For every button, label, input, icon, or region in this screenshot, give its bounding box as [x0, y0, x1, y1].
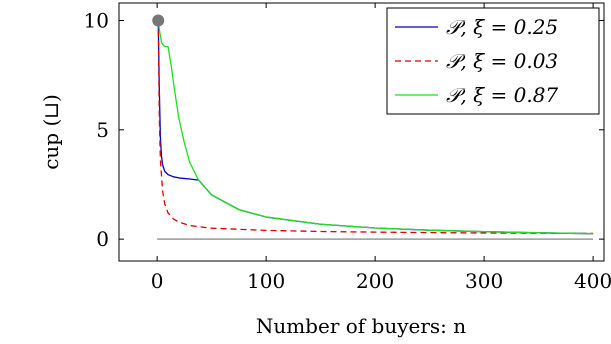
- y-tick-label-0: 0: [96, 227, 109, 251]
- legend-box: [386, 7, 600, 115]
- legend-label-3: 𝒫, ξ = 0.87: [446, 83, 558, 107]
- legend: 𝒫, ξ = 0.25 𝒫, ξ = 0.03 𝒫, ξ = 0.87: [386, 7, 600, 115]
- x-tick-label-300: 300: [465, 269, 503, 293]
- start-marker: [152, 14, 165, 27]
- series-layer: [157, 20, 594, 235]
- y-axis-title: cup (⊔): [39, 94, 63, 170]
- x-axis-title: Number of buyers: n: [256, 314, 466, 338]
- marker-layer: [152, 14, 165, 27]
- x-tick-label-0: 0: [151, 269, 164, 293]
- legend-label-2: 𝒫, ξ = 0.03: [446, 49, 558, 73]
- series-line-3: [157, 20, 594, 235]
- axis-tick-labels: 0 100 200 300 400 0 5 10: [84, 8, 611, 293]
- plot-frame: [118, 2, 605, 262]
- series-line-2: [157, 20, 594, 235]
- x-tick-label-200: 200: [356, 269, 394, 293]
- x-tick-label-100: 100: [247, 269, 285, 293]
- legend-label-1: 𝒫, ξ = 0.25: [446, 15, 558, 39]
- y-tick-label-5: 5: [96, 118, 109, 142]
- x-tick-label-400: 400: [574, 269, 611, 293]
- y-tick-label-10: 10: [84, 8, 109, 32]
- axis-ticks: [119, 3, 604, 261]
